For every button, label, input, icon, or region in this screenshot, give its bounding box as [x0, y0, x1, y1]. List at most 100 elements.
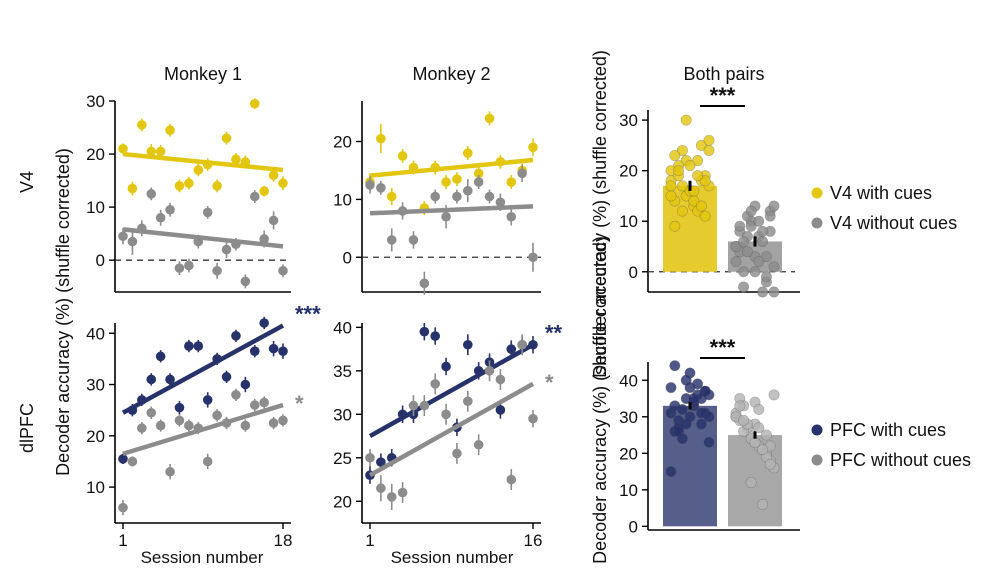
- session-point: [757, 498, 769, 510]
- session-point: [738, 414, 750, 426]
- panel-title: Monkey 2: [412, 64, 490, 84]
- session-point: [734, 220, 746, 232]
- series-v4-without-cues: [118, 187, 288, 289]
- row-label-dlpfc: dlPFC: [17, 403, 37, 453]
- x-tick-label: 18: [274, 531, 293, 550]
- data-point: [184, 178, 194, 189]
- significance-stars: *: [545, 370, 554, 395]
- y-tick-label: 20: [86, 145, 105, 164]
- session-point: [680, 114, 692, 126]
- session-point: [669, 220, 681, 232]
- data-point: [212, 181, 222, 191]
- data-point: [386, 492, 397, 502]
- data-point: [268, 418, 279, 428]
- significance-stars: **: [545, 321, 563, 346]
- session-point: [768, 261, 780, 273]
- session-point: [676, 144, 688, 156]
- data-point: [268, 170, 279, 181]
- regression-line: [368, 342, 535, 439]
- data-point: [463, 339, 473, 350]
- regression-line: [121, 323, 285, 415]
- data-point: [463, 148, 473, 158]
- session-point: [741, 246, 753, 258]
- data-point: [495, 374, 506, 385]
- data-point: [441, 177, 451, 187]
- data-point: [473, 177, 484, 187]
- legend-pfc: PFC with cues PFC without cues: [811, 420, 971, 470]
- session-point: [699, 175, 711, 187]
- session-point: [745, 205, 757, 217]
- data-point: [495, 405, 506, 415]
- data-point: [202, 456, 213, 467]
- x-tick-label: 1: [365, 531, 374, 550]
- data-point: [118, 454, 128, 464]
- y-tick-label: 0: [96, 251, 105, 270]
- data-point: [397, 487, 408, 498]
- y-tick-label: 25: [333, 449, 352, 468]
- data-point: [452, 191, 462, 202]
- data-point: [397, 151, 408, 161]
- session-point: [768, 389, 780, 401]
- session-point: [692, 155, 704, 167]
- y-tick-label: 10: [619, 212, 638, 231]
- session-point: [669, 150, 681, 162]
- data-point: [473, 168, 484, 179]
- data-point: [506, 344, 517, 354]
- data-point: [165, 466, 175, 477]
- session-point: [730, 256, 742, 268]
- data-point: [528, 252, 538, 263]
- legend-v4: V4 with cues V4 without cues: [811, 183, 957, 233]
- y-tick-label: 20: [86, 427, 105, 446]
- data-point: [441, 211, 451, 222]
- data-point: [221, 133, 232, 143]
- session-point: [734, 400, 746, 412]
- data-point: [259, 234, 269, 244]
- session-point: [760, 429, 772, 441]
- data-point: [473, 439, 484, 450]
- data-point: [155, 146, 166, 157]
- regression-line: [369, 157, 534, 178]
- series-pfc-without-cues: [365, 334, 538, 510]
- data-point: [127, 236, 138, 247]
- regression-line: [122, 151, 284, 173]
- session-point: [760, 251, 772, 263]
- data-point: [484, 113, 495, 124]
- data-point: [165, 374, 175, 385]
- data-point: [118, 143, 128, 154]
- data-point: [221, 244, 232, 255]
- data-point: [174, 402, 185, 413]
- regression-line: [122, 227, 284, 249]
- data-point: [146, 146, 157, 157]
- session-point: [764, 210, 776, 222]
- data-point: [155, 420, 166, 431]
- data-point: [452, 174, 462, 184]
- data-point: [137, 120, 147, 130]
- session-point: [703, 436, 715, 448]
- data-point: [193, 165, 204, 175]
- data-point: [184, 260, 194, 271]
- ylabel-both-pairs-v4: Decoder accuracy (%) (shuffle corrected): [590, 50, 610, 378]
- series-pfc-with-cues: [365, 323, 538, 484]
- legend-label-v4-nocues: V4 without cues: [830, 213, 957, 233]
- session-point: [753, 403, 765, 415]
- session-point: [692, 170, 704, 182]
- panel-title: Monkey 1: [164, 64, 242, 84]
- data-point: [506, 474, 517, 485]
- data-point: [231, 389, 241, 400]
- data-point: [249, 98, 260, 109]
- data-point: [506, 177, 517, 187]
- session-point: [753, 215, 765, 227]
- session-point: [676, 205, 688, 217]
- xlabel-monkey2: Session number: [391, 548, 514, 567]
- data-point: [430, 191, 441, 202]
- x-tick-label: 16: [524, 531, 543, 550]
- y-tick-label: 20: [619, 444, 638, 463]
- series-v4-without-cues: [365, 164, 538, 295]
- session-point: [684, 382, 696, 394]
- data-point: [202, 207, 213, 218]
- session-point: [699, 210, 711, 222]
- session-point: [665, 382, 677, 394]
- legend-label-pfc-cues: PFC with cues: [830, 420, 946, 440]
- y-tick-label: 30: [619, 408, 638, 427]
